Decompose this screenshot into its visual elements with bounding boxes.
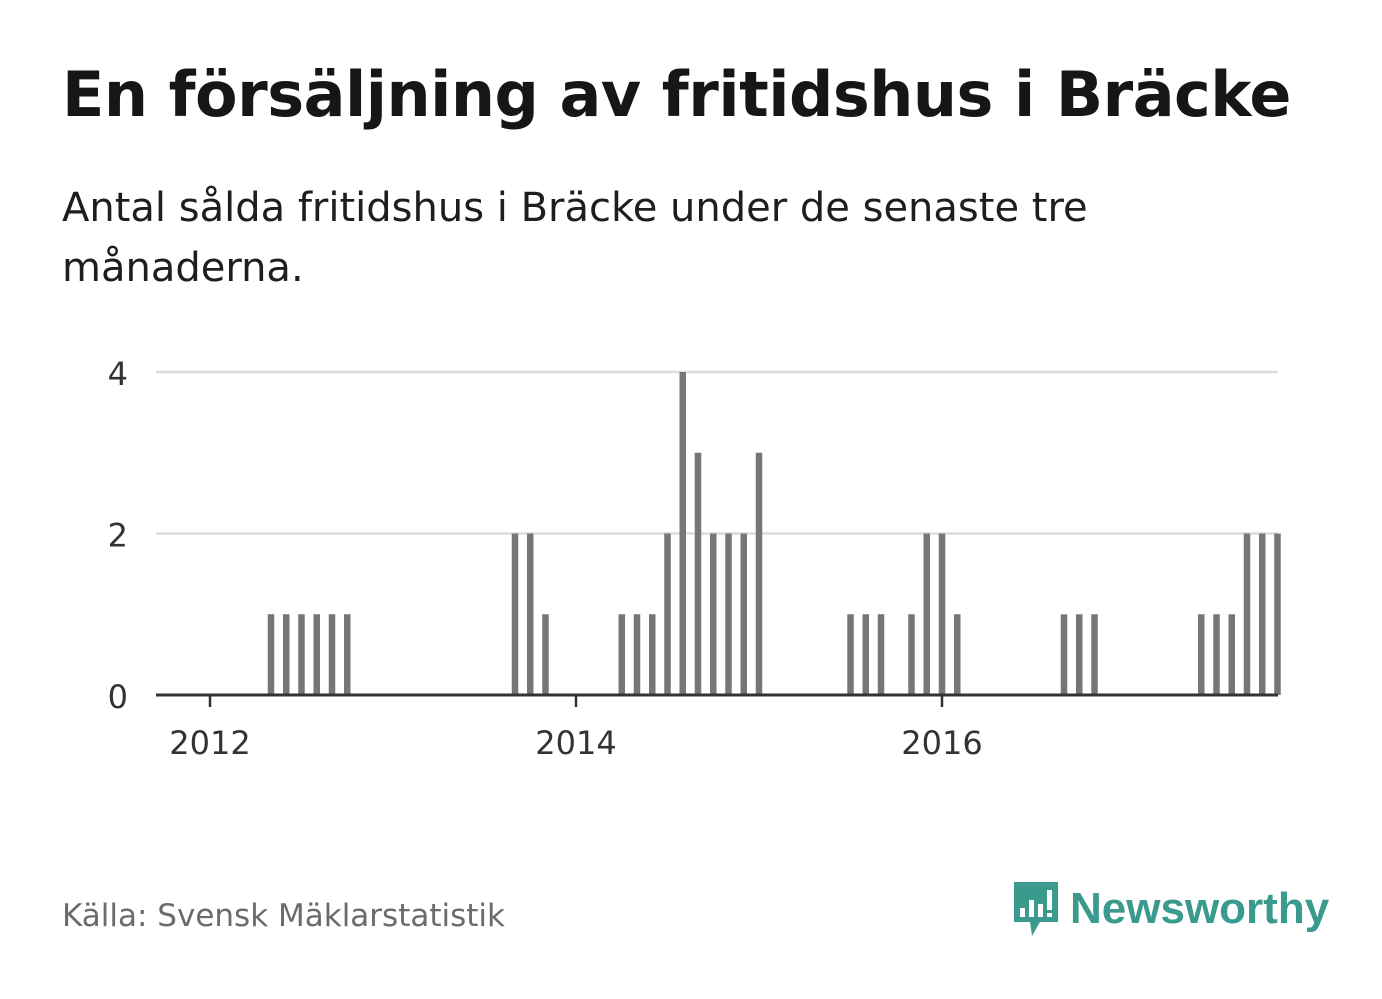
- bar: [1213, 614, 1220, 695]
- bar: [1259, 533, 1266, 695]
- bar: [862, 614, 869, 695]
- y-tick-label: 4: [108, 355, 128, 393]
- y-tick-label: 0: [108, 678, 128, 716]
- bar: [710, 533, 717, 695]
- page-title: En försäljning av fritidshus i Bräcke: [62, 58, 1291, 131]
- page-subtitle: Antal sålda fritidshus i Bräcke under de…: [62, 185, 1088, 291]
- source-note: Källa: Svensk Mäklarstatistik: [62, 898, 505, 934]
- bar: [755, 452, 763, 695]
- bar: [511, 533, 519, 695]
- brand-name: Newsworthy: [1070, 884, 1330, 933]
- labels: 0242012201420162019202120231: [108, 355, 983, 762]
- bar: [877, 614, 885, 695]
- bar: [267, 614, 275, 695]
- bar: [633, 614, 641, 695]
- x-tick-label: 2012: [169, 724, 250, 762]
- bar: [1060, 614, 1068, 695]
- bar: [313, 614, 320, 695]
- bar: [725, 533, 732, 695]
- bar: [298, 614, 305, 695]
- x-tick-label: 2016: [901, 724, 982, 762]
- bar: [908, 614, 915, 695]
- bar: [938, 533, 946, 695]
- bar: [527, 533, 534, 695]
- bar: [618, 614, 625, 695]
- bar: [1198, 614, 1205, 695]
- bar: [1091, 614, 1098, 695]
- bar: [923, 533, 930, 695]
- bar: [1228, 614, 1235, 695]
- bar: [740, 533, 747, 695]
- axes: [156, 693, 1278, 707]
- newsworthy-icon: [1014, 882, 1058, 936]
- y-tick-label: 2: [108, 517, 128, 555]
- bar: [542, 614, 549, 695]
- bar: [679, 372, 686, 695]
- bar: [1076, 614, 1083, 695]
- bar: [1243, 533, 1251, 695]
- bar: [283, 614, 290, 695]
- bars: [267, 372, 1281, 695]
- bar: [847, 614, 854, 695]
- grid-lines: [156, 370, 1278, 535]
- bar: [954, 614, 961, 695]
- bar: [328, 614, 336, 695]
- bar: [1274, 533, 1281, 695]
- bar: [344, 614, 351, 695]
- brand-logo: Newsworthy: [1010, 878, 1329, 940]
- bar: [664, 533, 671, 695]
- bar: [649, 614, 656, 695]
- x-tick-label: 2014: [535, 724, 616, 762]
- bar: [694, 452, 702, 695]
